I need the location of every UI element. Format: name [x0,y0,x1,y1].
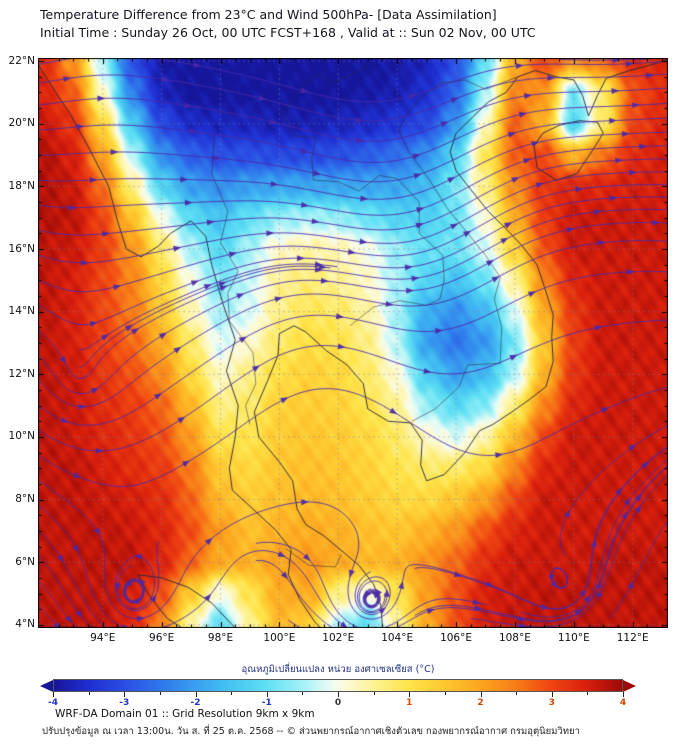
lon-axis-label: 98°E [207,632,234,644]
colorbar-tick [373,692,375,695]
colorbar-section: อุณหภูมิเปลี่ยนแปลง หน่วย องศาเซลเซียส (… [40,662,636,710]
lat-axis-label: 10°N [8,430,35,443]
lon-axis-label: 108°E [498,632,531,644]
lon-axis-label: 110°E [557,632,590,644]
lon-axis-label: 100°E [263,632,296,644]
chart-subtitle: Initial Time : Sunday 26 Oct, 00 UTC FCS… [40,25,536,40]
footer-domain-info: WRF-DA Domain 01 :: Grid Resolution 9km … [55,708,315,720]
colorbar-tick [338,692,339,697]
colorbar-tick [195,692,197,697]
colorbar-tick-label: -4 [48,698,58,708]
colorbar-gradient [53,679,623,692]
map-plot-area: 22°N 20°N 18°N 16°N 14°N 12°N 10°N 8°N 6°N 4°N 94°… [9,55,668,644]
colorbar-tick-label: 2 [477,698,484,708]
lon-axis-label: 102°E [322,632,355,644]
lon-axis-label: 94°E [90,632,116,644]
colorbar-tick [516,692,518,695]
colorbar-tick [444,692,446,695]
lat-axis-label: 12°N [8,367,35,380]
colorbar-tick [159,692,161,695]
colorbar-tick [88,692,90,695]
colorbar-tick [480,692,482,697]
lat-axis-label: 22°N [8,54,35,67]
colorbar-tick [623,692,624,697]
colorbar-tick [231,692,233,695]
lon-axis-label: 112°E [616,632,649,644]
colorbar-title: อุณหภูมิเปลี่ยนแปลง หน่วย องศาเซลเซียส (… [241,664,435,675]
colorbar-tick [53,692,54,697]
chart-title: Temperature Difference from 23°C and Win… [40,7,497,22]
colorbar-tick [409,692,411,697]
colorbar-tick-label: 4 [619,698,627,708]
title-block: Temperature Difference from 23°C and Win… [40,6,536,42]
colorbar-tick [551,692,553,697]
heatmap-streamline-canvas [38,58,668,628]
colorbar-tick-labels: -4 -3 -2 -1 0 1 2 3 4 [40,698,636,710]
colorbar-tick [266,692,268,697]
colorbar-left-arrow-icon [40,679,53,692]
lat-axis-label: 16°N [8,242,35,255]
colorbar-tick-label: 0 [334,698,342,708]
lat-axis-label: 20°N [8,117,35,130]
footer-update-info: ปรับปรุงข้อมูล ณ เวลา 13:00น. วัน ส. ที่… [42,726,580,737]
lon-axis-label: 96°E [149,632,175,644]
colorbar-tick-label: -2 [190,698,201,708]
colorbar [40,679,636,692]
lat-axis-label: 14°N [8,305,35,318]
colorbar-tick [587,692,589,695]
colorbar-ticks [40,692,636,698]
colorbar-tick-label: 1 [406,698,413,708]
lat-axis-label: 6°N [15,555,35,568]
lat-axis-label: 4°N [15,618,35,631]
colorbar-tick-label: -1 [261,698,272,708]
lat-axis-label: 8°N [15,493,35,506]
colorbar-tick [124,692,126,697]
colorbar-tick [302,692,304,695]
colorbar-right-arrow-icon [623,679,636,692]
lat-axis-label: 18°N [8,179,35,192]
colorbar-tick-label: 3 [548,698,555,708]
lon-axis-label: 106°E [440,632,472,644]
colorbar-tick-label: -3 [119,698,130,708]
lon-axis-label: 104°E [381,632,414,644]
